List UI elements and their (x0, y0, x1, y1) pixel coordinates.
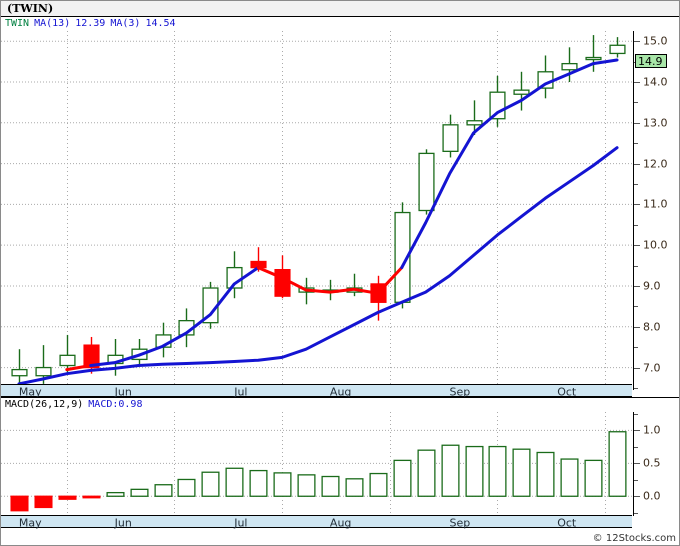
price-axis-line (633, 31, 634, 390)
month-label-macd: Jul (234, 516, 248, 530)
macd-axis: 0.0 0.5 1.0 (633, 412, 679, 516)
price-tick-mark (634, 81, 640, 83)
month-label-price: May (18, 385, 42, 399)
legend-symbol: TWIN (5, 18, 30, 29)
legend-ma-slow-value: 12.39 (75, 18, 106, 29)
legend-ma-fast-label: MA(3) (110, 18, 141, 29)
price-tick-label: 11.0 (643, 197, 668, 211)
macd-panel: MACD(26,12,9) MACD:0.98 0.0 0.5 1.0 (1, 397, 679, 527)
month-label-price: Oct (557, 385, 577, 399)
price-minor-tick (634, 224, 638, 226)
price-minor-tick (634, 347, 638, 349)
price-tick-mark (634, 122, 640, 124)
month-label-price: Jul (234, 385, 248, 399)
price-tick-mark (634, 245, 640, 247)
price-tick-label: 9.0 (643, 279, 661, 293)
month-label-price: Sep (449, 385, 471, 399)
copyright-footer: © 12Stocks.com (592, 533, 676, 544)
price-minor-tick (634, 265, 638, 267)
page-title: (TWIN) (7, 2, 54, 15)
price-minor-tick (634, 306, 638, 308)
month-label-macd: Aug (329, 516, 352, 530)
price-tick-label: 8.0 (643, 320, 661, 334)
macd-tick-mark (634, 463, 640, 465)
macd-legend: MACD(26,12,9) MACD:0.98 (5, 399, 147, 410)
price-tick-mark (634, 41, 640, 43)
macd-tick-label: 1.0 (643, 423, 661, 437)
price-minor-tick (634, 183, 638, 185)
macd-tick-label: 0.0 (643, 489, 661, 503)
price-plot-area (1, 31, 633, 390)
legend-ma-slow-label: MA(13) (34, 18, 71, 29)
macd-plot-area (1, 412, 633, 516)
price-tick-mark (634, 204, 640, 206)
month-label-macd: Jun (114, 516, 132, 530)
macd-tick-mark (634, 430, 640, 432)
price-tick-label: 12.0 (643, 157, 668, 171)
price-axis: 7.0 8.0 9.0 10.0 11.0 12.0 13.0 14.0 15.0 (633, 31, 679, 390)
price-minor-tick (634, 102, 638, 104)
month-label-macd: Sep (449, 516, 471, 530)
macd-value: MACD:0.98 (88, 399, 143, 410)
month-band-price: May Jun Jul Aug Sep Oct (1, 384, 632, 399)
price-panel: TWIN MA(13) 12.39 MA(3) 14.54 7.0 8.0 9.0 10.0 1… (1, 16, 679, 391)
macd-tick-mark (634, 496, 640, 498)
last-price-tag: 14.9 (635, 54, 667, 69)
month-label-macd: May (18, 516, 42, 530)
legend-ma-fast-value: 14.54 (145, 18, 176, 29)
macd-title: MACD(26,12,9) (5, 399, 84, 410)
macd-minor-tick (634, 413, 638, 415)
month-label-price: Aug (329, 385, 352, 399)
price-tick-label: 14.0 (643, 75, 668, 89)
price-tick-label: 15.0 (643, 34, 668, 48)
macd-axis-line (633, 412, 634, 516)
price-tick-mark (634, 285, 640, 287)
price-minor-tick (634, 143, 638, 145)
macd-tick-label: 0.5 (643, 456, 661, 470)
macd-minor-tick (634, 446, 638, 448)
price-legend: TWIN MA(13) 12.39 MA(3) 14.54 (5, 18, 181, 29)
price-tick-mark (634, 326, 640, 328)
macd-minor-tick (634, 479, 638, 481)
month-label-macd: Oct (557, 516, 577, 530)
price-tick-label: 13.0 (643, 116, 668, 130)
month-label-price: Jun (114, 385, 132, 399)
price-tick-label: 7.0 (643, 361, 661, 375)
month-band-macd: May Jun Jul Aug Sep Oct (1, 515, 632, 530)
price-minor-tick (634, 387, 638, 389)
price-tick-label: 10.0 (643, 238, 668, 252)
price-tick-mark (634, 367, 640, 369)
price-tick-mark (634, 163, 640, 165)
title-bar: (TWIN) (1, 1, 679, 16)
macd-minor-tick (634, 512, 638, 514)
